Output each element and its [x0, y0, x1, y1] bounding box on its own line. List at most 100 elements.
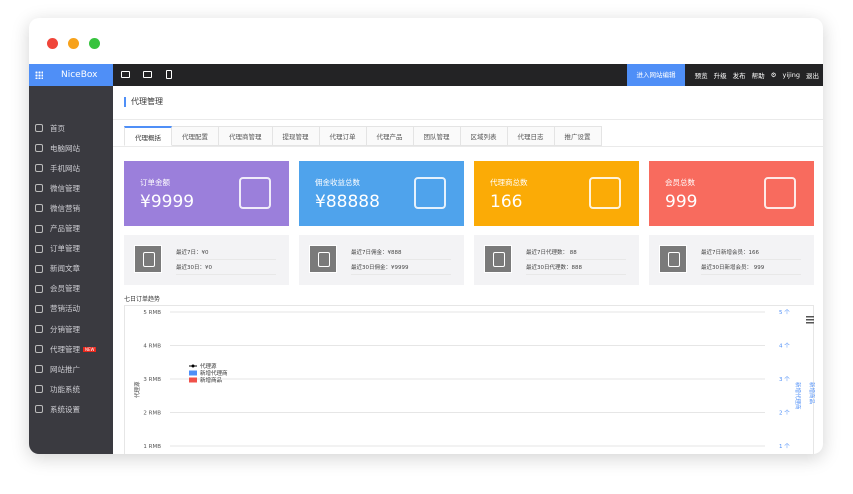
legend-marker	[191, 364, 195, 368]
maximize-window-button[interactable]	[89, 38, 100, 49]
sidebar-item[interactable]: 订单管理	[35, 242, 80, 256]
box-icon	[35, 224, 43, 233]
left-tick-label: 2 RMB	[143, 411, 161, 417]
sidebar-item[interactable]: 分销管理	[35, 322, 80, 336]
sidebar-item-label: 代理管理	[50, 344, 80, 354]
sidebar-item-label: 首页	[50, 123, 65, 133]
tab[interactable]: 区域列表	[460, 126, 508, 146]
logout-link[interactable]: 退出	[806, 72, 819, 80]
stat-label: 代理商总数	[490, 178, 528, 187]
cart-icon	[35, 244, 43, 253]
tab[interactable]: 代理商管理	[219, 126, 273, 146]
sidebar-item-label: 系统设置	[50, 404, 80, 414]
legend-item[interactable]: 新增商品	[200, 376, 223, 384]
checklist-icon	[134, 245, 162, 273]
chart-menu-icon[interactable]	[806, 319, 814, 321]
tab[interactable]: 代理概括	[124, 126, 172, 146]
sidebar-item[interactable]: 微信营销	[35, 201, 80, 215]
stat-card: 会员总数 999	[649, 161, 814, 226]
right-axis-title: 新增商品	[808, 382, 815, 405]
checklist-icon	[484, 245, 512, 273]
document-icon	[35, 264, 43, 273]
preview-link[interactable]: 预览	[694, 72, 708, 80]
legend-item[interactable]: 新增代理商	[200, 369, 228, 377]
sidebar-item[interactable]: 首页	[35, 121, 65, 135]
desktop-view-icon[interactable]	[121, 71, 130, 78]
browser-window: NiceBox 进入网站编辑 预览 升级 发布 帮助 ⚙ yijing 退出 首…	[29, 18, 823, 454]
tab[interactable]: 代理日志	[507, 126, 555, 146]
money-hand-icon	[239, 177, 271, 209]
right-tick-label: 3 个	[779, 376, 790, 383]
logo-text: NiceBox	[61, 70, 98, 80]
sidebar-item-label: 微信管理	[50, 183, 80, 193]
tab[interactable]: 团队管理	[413, 126, 461, 146]
sidebar-item[interactable]: 网站推广	[35, 362, 80, 376]
tag-icon	[35, 304, 43, 313]
left-tick-label: 5 RMB	[143, 310, 161, 316]
enter-site-editor-button[interactable]: 进入网站编辑	[627, 64, 685, 86]
tab[interactable]: 代理订单	[319, 126, 367, 146]
sidebar-item[interactable]: 功能系统	[35, 382, 80, 396]
right-tick-label: 1 个	[779, 443, 790, 450]
phone-icon	[35, 164, 43, 173]
minimize-window-button[interactable]	[68, 38, 79, 49]
right-axis-title: 新增代理商	[794, 382, 802, 410]
summary-box: 最近7日：¥0 最近30日：¥0	[124, 235, 289, 285]
sidebar-item-label: 电脑网站	[50, 143, 80, 153]
tab[interactable]: 提现管理	[272, 126, 320, 146]
summary-box: 最近7日佣金：¥888 最近30日佣金：¥9999	[299, 235, 464, 285]
publish-link[interactable]: 发布	[732, 72, 746, 80]
sidebar-item[interactable]: 代理管理 NEW	[35, 342, 97, 356]
upgrade-link[interactable]: 升级	[713, 72, 727, 80]
legend-swatch	[189, 377, 197, 383]
apps-grid-icon[interactable]	[35, 71, 43, 79]
sidebar-item[interactable]: 微信管理	[35, 181, 80, 195]
sidebar-item-label: 网站推广	[50, 364, 80, 374]
bar-chart-icon	[35, 365, 43, 374]
sidebar-item[interactable]: 新闻文章	[35, 262, 80, 276]
top-bar: NiceBox 进入网站编辑 预览 升级 发布 帮助 ⚙ yijing 退出	[29, 64, 823, 86]
share-icon	[35, 345, 43, 354]
summary-7day: 最近7日：¥0	[176, 248, 276, 260]
summary-30day: 最近30日代理数：888	[526, 263, 626, 275]
sidebar-item-label: 手机网站	[50, 163, 80, 173]
sidebar-item[interactable]: 会员管理	[35, 282, 80, 296]
page-title: 代理管理	[124, 97, 163, 107]
stat-label: 会员总数	[665, 178, 695, 187]
hierarchy-icon	[35, 325, 43, 333]
tab-bar: 代理概括 代理配置 代理商管理 提现管理 代理订单 代理产品 团队管理 区域列表 代理日志 推广设…	[124, 126, 602, 146]
left-tick-label: 3 RMB	[143, 377, 161, 383]
summary-30day: 最近30日佣金：¥9999	[351, 263, 451, 275]
sidebar-item[interactable]: 营销活动	[35, 302, 80, 316]
sidebar-item[interactable]: 手机网站	[35, 161, 80, 175]
user-icon	[35, 284, 43, 293]
monitor-icon	[35, 144, 43, 153]
logo[interactable]: NiceBox	[29, 64, 113, 86]
tablet-view-icon[interactable]	[143, 71, 152, 78]
chart-menu-icon[interactable]	[806, 322, 814, 324]
gear-icon[interactable]: ⚙	[770, 71, 777, 79]
sidebar-item[interactable]: 电脑网站	[35, 141, 80, 155]
new-badge: NEW	[83, 346, 97, 352]
sidebar-item[interactable]: 系统设置	[35, 402, 80, 416]
sidebar-item[interactable]: 产品管理	[35, 222, 80, 236]
sidebar-item-label: 分销管理	[50, 324, 80, 334]
tab[interactable]: 推广设置	[554, 126, 602, 146]
checklist-icon	[309, 245, 337, 273]
summary-30day: 最近30日：¥0	[176, 263, 276, 275]
mobile-view-icon[interactable]	[166, 70, 172, 79]
chat-icon	[35, 184, 43, 193]
sidebar-item-label: 产品管理	[50, 224, 80, 233]
main-content: 代理管理 代理概括 代理配置 代理商管理 提现管理 代理订单 代理产品 团队管理 区域列表 代理…	[113, 86, 823, 454]
username[interactable]: yijing	[782, 71, 800, 79]
sidebar-item-label: 营销活动	[50, 304, 80, 314]
chart-title: 七日订单趋势	[124, 296, 161, 303]
legend-item[interactable]: 代理源	[200, 362, 217, 370]
help-link[interactable]: 帮助	[751, 72, 765, 80]
tab[interactable]: 代理产品	[366, 126, 414, 146]
folder-icon	[764, 177, 796, 209]
close-window-button[interactable]	[47, 38, 58, 49]
tab[interactable]: 代理配置	[172, 126, 219, 146]
chart-menu-icon[interactable]	[806, 316, 814, 318]
stat-card: 代理商总数 166	[474, 161, 639, 226]
